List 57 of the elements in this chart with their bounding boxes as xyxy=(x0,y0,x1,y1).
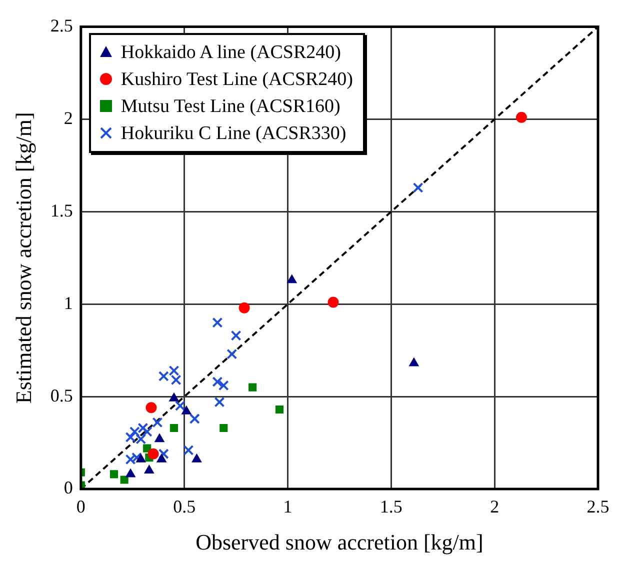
x-tick-label: 0.5 xyxy=(173,496,196,517)
point xyxy=(220,424,228,432)
y-tick-label: 2 xyxy=(64,108,73,128)
point xyxy=(328,296,339,308)
point xyxy=(183,444,194,456)
legend-label: Hokuriku C Line (ACSR330) xyxy=(120,122,346,146)
x-axis-title: Observed snow accretion [kg/m] xyxy=(196,530,484,555)
point xyxy=(120,476,128,484)
legend-label: Kushiro Test Line (ACSR240) xyxy=(120,68,354,92)
point xyxy=(226,348,238,360)
point xyxy=(146,402,157,414)
point xyxy=(212,317,223,328)
point xyxy=(212,376,223,388)
point xyxy=(218,380,229,391)
point xyxy=(110,470,118,478)
point xyxy=(152,417,163,428)
point xyxy=(126,468,136,478)
point xyxy=(154,434,164,442)
y-tick-label: 1 xyxy=(64,292,73,313)
point xyxy=(125,454,136,465)
point xyxy=(275,405,284,414)
point xyxy=(214,396,225,408)
legend-label: Hokkaido A line (ACSR240) xyxy=(120,40,341,65)
point xyxy=(189,414,200,424)
x-tick-label: 2.5 xyxy=(586,496,610,517)
point xyxy=(248,383,257,392)
point xyxy=(156,454,166,462)
y-tick-label: 0 xyxy=(64,478,73,498)
point xyxy=(136,454,146,462)
y-tick-label: 0.5 xyxy=(50,385,73,406)
legend-label: Mutsu Test Line (ACSR160) xyxy=(120,94,340,119)
point xyxy=(182,406,192,414)
point xyxy=(158,448,169,460)
point xyxy=(287,274,297,284)
x-tick-label: 2 xyxy=(490,496,500,517)
x-tick-label: 1.5 xyxy=(380,496,402,517)
point xyxy=(516,112,527,123)
point xyxy=(409,358,419,366)
point xyxy=(132,452,142,463)
point xyxy=(230,330,242,341)
point xyxy=(158,370,169,382)
y-tick-label: 1.5 xyxy=(50,200,73,220)
x-tick-label: 1 xyxy=(283,496,292,517)
point xyxy=(174,400,186,412)
x-tick-label: 0 xyxy=(76,496,86,517)
point xyxy=(125,432,136,442)
point xyxy=(238,302,250,314)
point xyxy=(142,426,152,437)
point xyxy=(170,424,178,432)
point xyxy=(129,426,140,437)
point xyxy=(169,392,179,402)
y-axis-title: Estimated snow accretion [kg/m] xyxy=(10,112,36,404)
point xyxy=(192,454,202,462)
point xyxy=(412,182,424,193)
point xyxy=(148,448,159,460)
point xyxy=(144,465,154,474)
y-tick-label: 2.5 xyxy=(50,16,73,36)
